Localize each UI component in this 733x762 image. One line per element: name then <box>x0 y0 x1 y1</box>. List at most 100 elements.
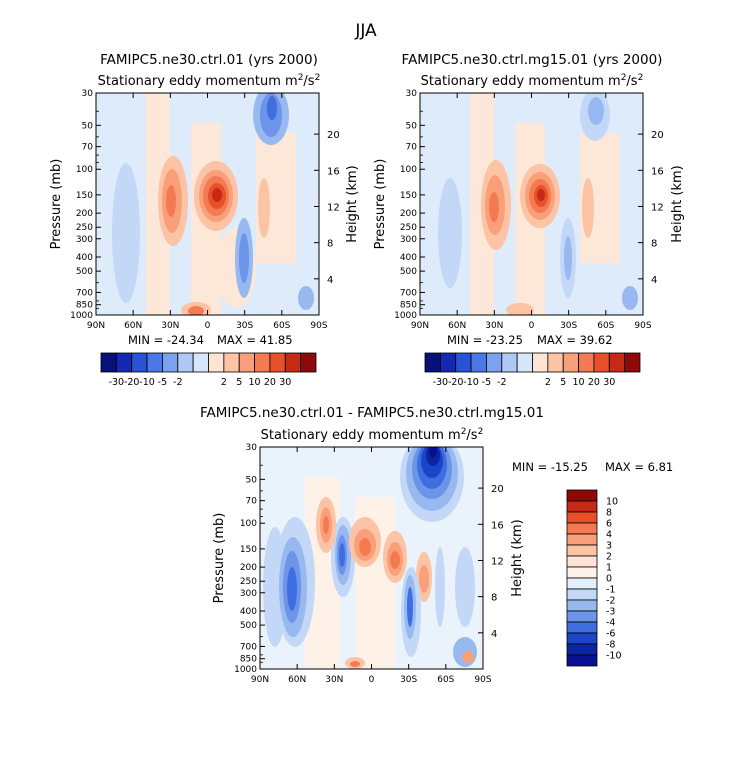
colorbar-swatch <box>254 352 271 373</box>
colorbar-swatch <box>131 352 148 373</box>
colorbar-label: 0 <box>606 574 612 585</box>
height-tick-label: 20 <box>327 130 340 141</box>
colorbar-label: -10 <box>606 651 622 662</box>
colorbar-label: -1 <box>606 585 615 596</box>
panel-2-subtitle: Stationary eddy momentum m2/s2 <box>421 73 644 89</box>
pressure-tick-label: 200 <box>240 563 257 573</box>
pressure-tick-label: 150 <box>240 545 257 555</box>
height-tick-label: 8 <box>651 239 657 250</box>
pressure-tick-label: 300 <box>76 235 93 245</box>
colorbar-label: 3 <box>606 541 612 552</box>
colorbar-swatch <box>608 352 626 373</box>
colorbar-swatch <box>593 352 610 373</box>
pressure-tick-label: 1000 <box>234 665 257 675</box>
colorbar-swatch <box>439 352 457 373</box>
colorbar-swatch <box>566 500 598 513</box>
panel-2: FAMIPC5.ne30.ctrl.mg15.01 (yrs 2000) Sta… <box>373 52 685 388</box>
pressure-tick-label: 300 <box>400 235 417 245</box>
pressure-tick-label: 250 <box>240 577 257 587</box>
panel-1-axes: 3050701001502002503004005007008501000481… <box>70 89 340 331</box>
panel-1-colorbar: -30 -20 -10 -5 -2 2 5 10 20 30 <box>100 352 317 388</box>
panel-3-plot <box>260 447 483 669</box>
panel-1-plot <box>96 93 319 315</box>
pressure-tick-label: 100 <box>400 165 417 175</box>
pressure-tick-label: 50 <box>406 121 418 131</box>
colorbar-swatch <box>566 643 598 656</box>
latitude-tick-label: 30S <box>400 675 417 685</box>
colorbar-swatch <box>566 489 598 502</box>
colorbar-swatch <box>562 352 579 373</box>
colorbar-swatch <box>578 352 595 373</box>
panel-3-height-label: Height (km) <box>510 519 525 596</box>
colorbar-swatch <box>566 610 598 623</box>
height-tick-label: 8 <box>491 593 497 604</box>
colorbar-swatch <box>284 352 302 373</box>
colorbar-label: -2 <box>606 596 615 607</box>
colorbar-swatch <box>146 352 163 373</box>
latitude-tick-label: 90S <box>474 675 491 685</box>
height-tick-label: 4 <box>491 629 497 640</box>
latitude-tick-label: 90N <box>251 675 269 685</box>
pressure-tick-label: 500 <box>400 267 417 277</box>
latitude-tick-label: 30N <box>161 321 179 331</box>
colorbar-swatch <box>566 588 598 601</box>
colorbar-swatch <box>238 352 255 373</box>
panel-2-height-label: Height (km) <box>670 165 685 242</box>
pressure-tick-label: 1000 <box>70 311 93 321</box>
colorbar-swatch <box>455 352 472 373</box>
latitude-tick-label: 90S <box>634 321 651 331</box>
height-tick-label: 16 <box>491 520 504 531</box>
colorbar-swatch <box>192 352 209 373</box>
latitude-tick-label: 60N <box>124 321 142 331</box>
pressure-tick-label: 70 <box>82 143 94 153</box>
colorbar-label: -8 <box>606 640 615 651</box>
panel-2-pressure-label: Pressure (mb) <box>373 159 388 250</box>
colorbar-label: -2 <box>173 377 182 388</box>
pressure-tick-label: 850 <box>76 301 93 311</box>
colorbar-label: 5 <box>560 377 566 388</box>
colorbar-swatch <box>300 352 317 373</box>
pressure-tick-label: 250 <box>400 223 417 233</box>
colorbar-label: 30 <box>603 377 615 388</box>
pressure-tick-label: 100 <box>240 519 257 529</box>
colorbar-swatch <box>566 533 598 546</box>
colorbar-swatch <box>566 522 598 535</box>
colorbar-label: 30 <box>279 377 291 388</box>
panel-3-axes: 3050701001502002503004005007008501000481… <box>234 443 504 685</box>
latitude-tick-label: 30N <box>485 321 503 331</box>
colorbar-label: 8 <box>606 508 612 519</box>
pressure-tick-label: 400 <box>240 607 257 617</box>
colorbar-label: 2 <box>221 377 227 388</box>
colorbar-label: 4 <box>606 530 612 541</box>
panel-3-max: MAX = 6.81 <box>605 460 673 474</box>
colorbar-swatch <box>208 352 225 373</box>
pressure-tick-label: 30 <box>246 443 258 453</box>
panel-2-max: MAX = 39.62 <box>537 333 613 347</box>
pressure-tick-label: 700 <box>400 288 417 298</box>
height-tick-label: 4 <box>651 275 657 286</box>
pressure-tick-label: 700 <box>76 288 93 298</box>
colorbar-label: 10 <box>249 377 261 388</box>
panel-3-title: FAMIPC5.ne30.ctrl.01 - FAMIPC5.ne30.ctrl… <box>200 405 544 421</box>
pressure-tick-label: 150 <box>400 191 417 201</box>
colorbar-label: -2 <box>497 377 506 388</box>
colorbar-swatch <box>566 555 598 568</box>
pressure-tick-label: 100 <box>76 165 93 175</box>
height-tick-label: 16 <box>651 166 664 177</box>
height-tick-label: 8 <box>327 239 333 250</box>
pressure-tick-label: 300 <box>240 589 257 599</box>
latitude-tick-label: 60S <box>597 321 614 331</box>
panel-3-pressure-label: Pressure (mb) <box>212 513 227 604</box>
colorbar-swatch <box>566 511 598 524</box>
latitude-tick-label: 60N <box>288 675 306 685</box>
panel-1-pressure-label: Pressure (mb) <box>49 159 64 250</box>
season-title: JJA <box>354 21 377 41</box>
colorbar-swatch <box>566 654 598 667</box>
panel-2-min: MIN = -23.25 <box>447 333 523 347</box>
colorbar-swatch <box>624 352 641 373</box>
pressure-tick-label: 200 <box>76 209 93 219</box>
colorbar-swatch <box>223 352 240 373</box>
height-tick-label: 4 <box>327 275 333 286</box>
pressure-tick-label: 1000 <box>394 311 417 321</box>
panel-1: FAMIPC5.ne30.ctrl.01 (yrs 2000) Stationa… <box>49 52 360 388</box>
